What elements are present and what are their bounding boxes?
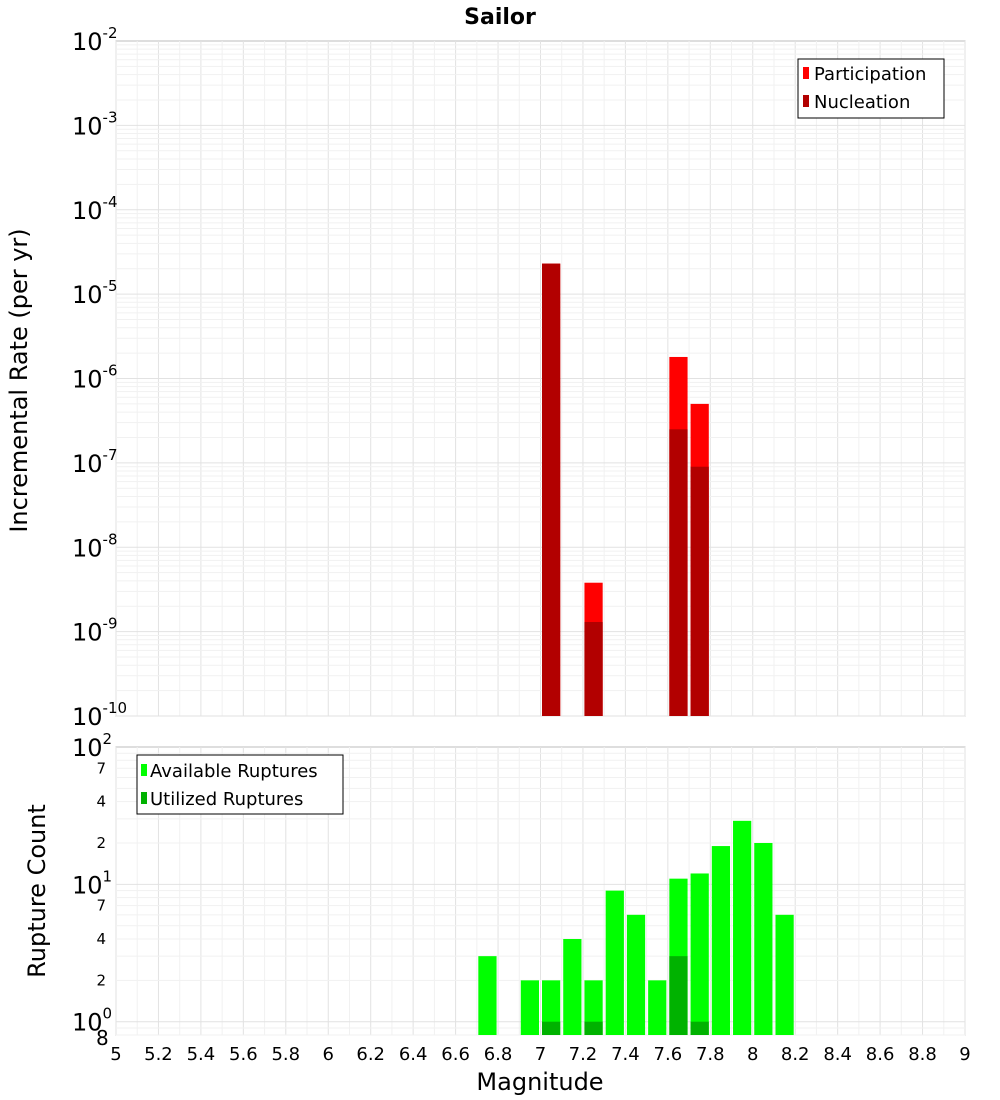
- available-bar: [775, 914, 794, 1035]
- available-bar: [733, 820, 752, 1035]
- x-axis-label: Magnitude: [476, 1068, 603, 1096]
- count-legend: Available Ruptures Utilized Ruptures: [136, 754, 344, 815]
- y-tick-label: 10-6: [72, 362, 118, 394]
- x-tick-label: 8.8: [908, 1044, 937, 1065]
- utilized-bar: [690, 1021, 709, 1035]
- y-tick-label: 10-2: [72, 24, 118, 56]
- y-tick-label: 102: [72, 730, 112, 762]
- available-bar: [478, 956, 497, 1035]
- available-bar: [690, 873, 709, 1035]
- rate-y-ticks: 10-10 10-9 10-8 10-7 10-6 10-5 10-4 10-3 10-2: [72, 24, 127, 731]
- count-bars: [478, 820, 794, 1035]
- x-tick-label: 6.8: [484, 1044, 513, 1065]
- utilized-bar: [542, 1021, 561, 1035]
- available-bar: [563, 939, 582, 1035]
- y-tick-label: 101: [72, 867, 112, 899]
- y-tick-label: 10-3: [72, 108, 118, 140]
- available-bar: [584, 980, 603, 1035]
- x-tick-label: 7.2: [569, 1044, 598, 1065]
- rate-panel: Sailor 10-10 10-9 10-8 10-7 10-6 10-5 10-4 10-3…: [5, 5, 966, 731]
- y-minor-tick-label: 2: [96, 971, 106, 989]
- y-tick-label: 10-4: [72, 193, 118, 225]
- available-bar: [711, 846, 731, 1035]
- rate-grid: [115, 41, 966, 717]
- count-y-ticks: 100 101 102 2 4 7 2 4 7 8: [72, 730, 112, 1050]
- x-ticks: 5 5.2 5.4 5.6 5.8 6 6.2 6.4 6.6 6.8 7 7.2 7.4 7.6 7.8 8…: [110, 1044, 970, 1065]
- nucleation-bar: [542, 263, 561, 716]
- x-tick-label: 6.2: [356, 1044, 385, 1065]
- legend-swatch-utilized: [141, 792, 147, 804]
- y-tick-label: 10-5: [72, 277, 118, 309]
- legend-label-participation: Participation: [814, 64, 926, 85]
- available-bar: [520, 980, 539, 1035]
- y-tick-label: 10-8: [72, 530, 118, 562]
- available-bar: [542, 980, 561, 1035]
- rate-y-axis-label: Incremental Rate (per yr): [5, 228, 33, 532]
- utilized-bar: [584, 1021, 603, 1035]
- x-tick-label: 5.6: [229, 1044, 258, 1065]
- legend-swatch-nucleation: [803, 95, 809, 107]
- legend-swatch-participation: [803, 67, 809, 79]
- x-tick-label: 8.6: [866, 1044, 895, 1065]
- x-tick-label: 7.8: [696, 1044, 725, 1065]
- y-tick-label: 100: [72, 1005, 112, 1037]
- legend-label-available: Available Ruptures: [150, 761, 318, 782]
- y-bottom-tick-label: 8: [96, 1026, 109, 1050]
- nucleation-bar: [690, 466, 709, 716]
- x-tick-label: 6.4: [399, 1044, 428, 1065]
- y-minor-tick-label: 7: [96, 759, 106, 777]
- y-minor-tick-label: 4: [96, 793, 106, 811]
- utilized-bar: [669, 956, 688, 1035]
- legend-label-nucleation: Nucleation: [814, 92, 910, 113]
- count-y-axis-label: Rupture Count: [23, 804, 51, 978]
- x-tick-label: 8: [747, 1044, 758, 1065]
- x-tick-label: 6.6: [441, 1044, 470, 1065]
- nucleation-bar: [584, 622, 603, 716]
- available-bar: [754, 843, 773, 1035]
- x-tick-label: 7.6: [654, 1044, 683, 1065]
- chart-title: Sailor: [464, 5, 536, 30]
- y-minor-tick-label: 4: [96, 930, 106, 948]
- x-tick-label: 8.4: [823, 1044, 852, 1065]
- legend-swatch-available: [141, 764, 147, 776]
- count-legend-box: [136, 754, 344, 815]
- count-grid: [115, 747, 966, 1036]
- rate-legend-box: [797, 58, 945, 119]
- available-bar: [648, 980, 667, 1035]
- x-tick-label: 5: [110, 1044, 121, 1065]
- x-tick-label: 6: [323, 1044, 334, 1065]
- rate-legend: Participation Nucleation: [797, 58, 945, 119]
- x-tick-label: 7.4: [611, 1044, 640, 1065]
- available-bar: [626, 914, 646, 1035]
- y-tick-label: 10-7: [72, 446, 118, 478]
- nucleation-bar: [669, 429, 688, 716]
- x-tick-label: 7: [535, 1044, 546, 1065]
- x-tick-label: 5.4: [187, 1044, 216, 1065]
- y-tick-label: 10-10: [72, 699, 127, 731]
- y-minor-tick-label: 7: [96, 897, 106, 915]
- x-tick-label: 9: [959, 1044, 970, 1065]
- legend-label-utilized: Utilized Ruptures: [150, 789, 303, 810]
- y-tick-label: 10-9: [72, 615, 118, 647]
- available-bar: [605, 890, 624, 1035]
- count-panel: 100 101 102 2 4 7 2 4 7 8 5 5.2 5.4 5.6 5.8 6 6.2 6.4 6.6…: [23, 730, 971, 1096]
- x-tick-label: 5.8: [271, 1044, 300, 1065]
- y-minor-tick-label: 2: [96, 834, 106, 852]
- x-tick-label: 8.2: [781, 1044, 810, 1065]
- rate-bars: [542, 263, 709, 716]
- x-tick-label: 5.2: [144, 1044, 173, 1065]
